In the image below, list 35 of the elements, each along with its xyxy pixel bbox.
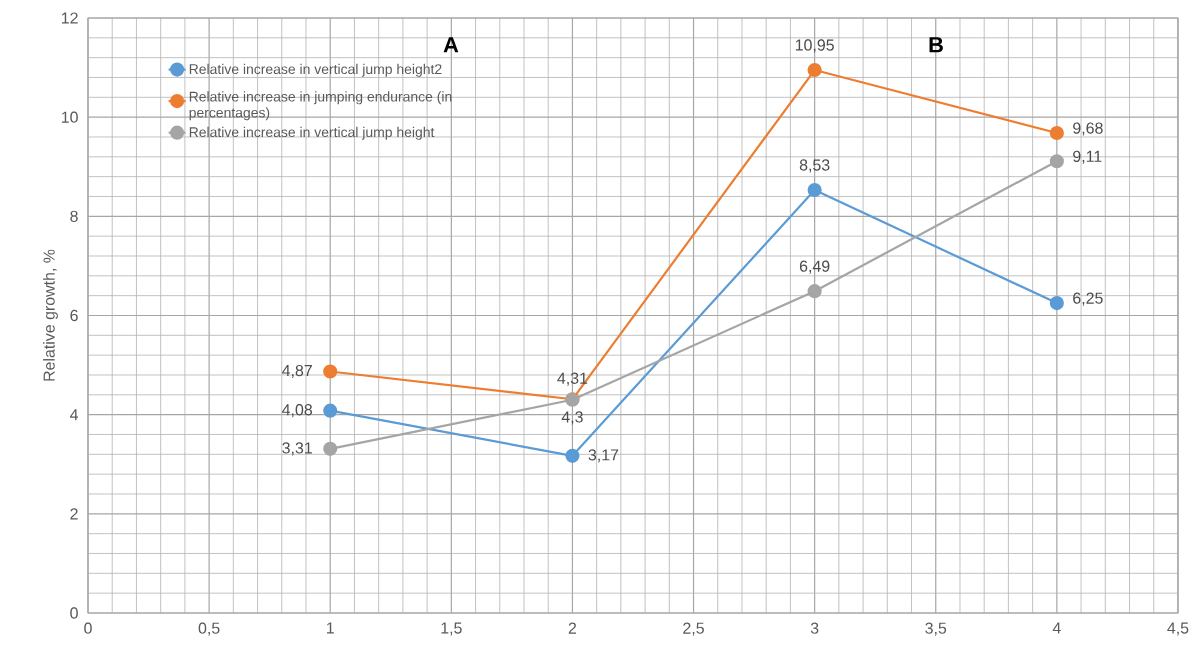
y-tick-label: 2 [70,508,78,520]
x-tick-label: 2 [568,622,577,634]
x-tick-label: 0 [84,622,92,634]
data-label: 9,68 [1073,122,1103,136]
x-tick-label: 2,5 [683,622,704,636]
legend-label: Relative increase in vertical jump height2 [189,63,442,77]
x-tick-label: 4,5 [1167,622,1189,636]
legend-label: Relative increase in jumping endurance (in percentages) [189,91,452,121]
data-label: 10,95 [795,39,834,53]
y-tick-label: 12 [61,12,78,24]
x-tick-label: 1 [327,622,334,634]
annotation: A [443,37,459,53]
data-label: 3,17 [588,449,619,463]
x-tick-label: 1,5 [441,622,462,636]
annotation: B [929,37,943,53]
data-label: 6,49 [799,260,830,274]
data-label: 4,08 [282,404,312,418]
x-tick-label: 3 [810,622,819,634]
data-label: 4,87 [282,364,312,379]
y-tick-label: 0 [70,607,78,619]
data-label: 4,3 [561,411,583,425]
y-tick-label: 4 [69,409,79,421]
data-label: 6,25 [1073,292,1103,306]
legend-label: Relative increase in vertical jump height [189,126,435,140]
y-tick-label: 10 [61,111,78,123]
data-label: 8,53 [799,159,830,173]
y-tick-label: 8 [70,210,78,222]
y-tick-label: 6 [70,309,78,322]
x-tick-label: 3,5 [925,622,947,636]
x-tick-label: 0,5 [198,622,220,636]
data-label: 4,31 [557,372,588,386]
x-tick-label: 4 [1052,622,1061,634]
y-axis-title: Relative growth, % [43,249,58,381]
data-label: 3,31 [282,442,312,456]
data-label: 9,11 [1073,150,1102,164]
